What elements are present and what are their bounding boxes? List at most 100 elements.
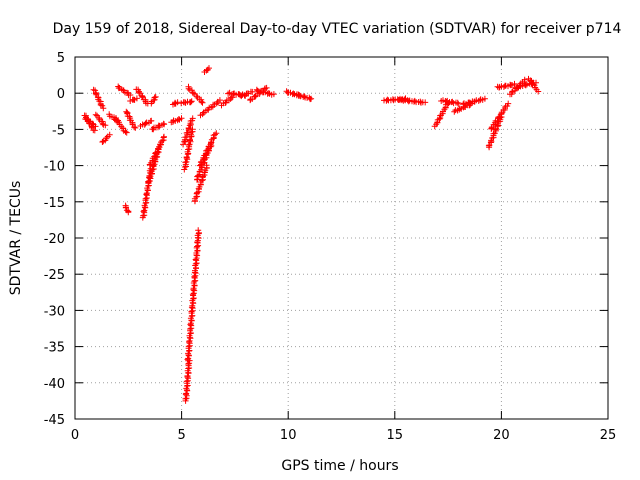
x-tick-label: 15 bbox=[387, 428, 404, 443]
data-point-marker bbox=[90, 86, 107, 112]
data-point-marker bbox=[168, 115, 185, 126]
data-point-marker bbox=[123, 108, 139, 131]
data-point-marker bbox=[170, 99, 181, 108]
data-series-arc bbox=[191, 162, 210, 205]
data-series-arc bbox=[99, 131, 113, 145]
data-series-arc bbox=[181, 126, 196, 173]
y-tick-label: -5 bbox=[52, 123, 65, 138]
data-point-marker bbox=[460, 95, 488, 108]
data-point-marker bbox=[197, 97, 223, 119]
y-tick-label: -15 bbox=[44, 196, 65, 211]
data-point-marker bbox=[178, 98, 195, 107]
data-point-marker bbox=[485, 114, 505, 151]
y-axis-label: SDTVAR / TECUs bbox=[8, 181, 24, 296]
data-series-arc bbox=[137, 117, 155, 129]
x-tick-label: 5 bbox=[177, 428, 185, 443]
data-point-marker bbox=[137, 117, 155, 129]
data-point-marker bbox=[218, 94, 236, 109]
y-tick-label: -40 bbox=[44, 377, 65, 392]
data-series-arc bbox=[218, 94, 236, 109]
data-point-marker bbox=[494, 80, 518, 91]
y-tick-label: -25 bbox=[44, 268, 65, 283]
plot-border bbox=[74, 56, 609, 420]
data-point-marker bbox=[99, 131, 113, 145]
data-series-arc bbox=[113, 115, 130, 136]
data-point-marker bbox=[438, 97, 462, 107]
data-point-marker bbox=[395, 96, 429, 106]
data-series-arc bbox=[182, 357, 193, 404]
data-point-marker bbox=[185, 83, 206, 106]
y-tick-label: -45 bbox=[44, 413, 65, 428]
data-points bbox=[81, 65, 542, 404]
data-series-arc bbox=[525, 75, 542, 95]
data-point-marker bbox=[82, 115, 99, 130]
data-series-arc bbox=[145, 141, 164, 187]
y-tick-label: -10 bbox=[44, 160, 65, 175]
x-tick-label: 0 bbox=[71, 428, 79, 443]
data-series-arc bbox=[485, 114, 505, 151]
data-point-marker bbox=[115, 83, 134, 99]
data-series-arc bbox=[90, 86, 107, 112]
data-point-marker bbox=[122, 202, 132, 216]
data-point-marker bbox=[294, 91, 315, 103]
data-series-arc bbox=[92, 111, 109, 129]
x-tick-label: 20 bbox=[493, 428, 510, 443]
data-series-arc bbox=[438, 97, 462, 107]
data-series-arc bbox=[395, 96, 429, 106]
data-point-marker bbox=[148, 93, 159, 107]
axis-ticks: 0 5 10 15 20 25 5 0 -5 -10 -15 -20 -25 -30 -35 -40 -45 bbox=[44, 51, 617, 443]
data-series-arc bbox=[431, 100, 452, 130]
data-series-arc bbox=[196, 130, 220, 169]
data-series-arc bbox=[178, 98, 195, 107]
data-series-arc bbox=[253, 86, 277, 98]
data-point-marker bbox=[180, 115, 196, 148]
y-tick-label: 5 bbox=[57, 51, 65, 66]
data-series-arc bbox=[197, 97, 223, 119]
data-series-arc bbox=[127, 95, 140, 104]
data-series-arc bbox=[133, 86, 151, 107]
data-series-arc bbox=[494, 80, 518, 91]
data-series-arc bbox=[123, 108, 139, 131]
data-series-arc bbox=[185, 83, 206, 106]
x-axis-label: GPS time / hours bbox=[281, 458, 398, 474]
y-tick-label: -20 bbox=[44, 232, 65, 247]
x-tick-label: 10 bbox=[280, 428, 297, 443]
x-tick-label: 25 bbox=[600, 428, 617, 443]
data-point-marker bbox=[92, 111, 109, 129]
data-point-marker bbox=[182, 357, 193, 404]
data-series-arc bbox=[170, 99, 181, 108]
data-series-arc bbox=[149, 120, 168, 133]
y-tick-label: 0 bbox=[57, 87, 65, 102]
data-point-marker bbox=[238, 88, 256, 100]
data-series-arc bbox=[460, 95, 488, 108]
data-point-marker bbox=[149, 120, 168, 133]
data-point-marker bbox=[184, 227, 202, 364]
data-series-arc bbox=[201, 65, 212, 75]
data-point-marker bbox=[431, 100, 452, 130]
data-series-arc bbox=[146, 133, 167, 168]
data-series-arc bbox=[180, 115, 196, 148]
data-series-arc bbox=[122, 202, 132, 216]
data-point-marker bbox=[488, 100, 512, 132]
data-point-marker bbox=[196, 130, 220, 169]
chart-title: Day 159 of 2018, Sidereal Day-to-day VTE… bbox=[53, 21, 622, 37]
data-point-marker bbox=[146, 133, 167, 168]
grid bbox=[75, 57, 608, 419]
data-series-arc bbox=[294, 91, 315, 103]
data-series-arc bbox=[168, 115, 185, 126]
data-point-marker bbox=[181, 126, 196, 173]
data-series-arc bbox=[184, 227, 202, 364]
data-point-marker bbox=[113, 115, 130, 136]
data-point-marker bbox=[253, 86, 277, 98]
data-series-arc bbox=[148, 93, 159, 107]
y-tick-label: -35 bbox=[44, 341, 65, 356]
data-point-marker bbox=[191, 162, 210, 205]
data-series-arc bbox=[115, 83, 134, 99]
data-point-marker bbox=[525, 75, 542, 95]
data-point-marker bbox=[201, 65, 212, 75]
data-series-arc bbox=[238, 88, 256, 100]
data-point-marker bbox=[145, 141, 164, 187]
y-tick-label: -30 bbox=[44, 304, 65, 319]
data-point-marker bbox=[127, 95, 140, 104]
